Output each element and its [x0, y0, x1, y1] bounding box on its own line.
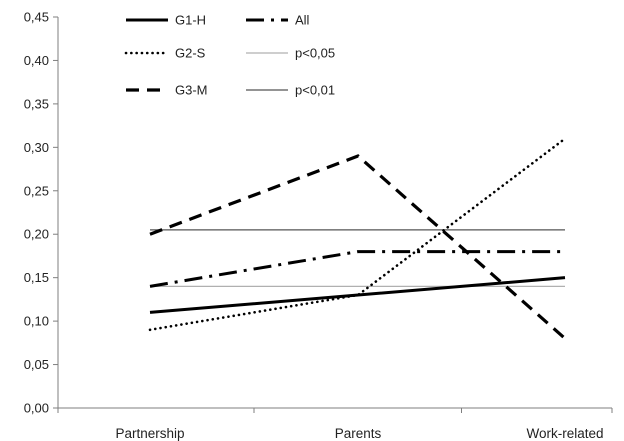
y-tick-label: 0,00: [24, 401, 49, 416]
series-line-g2-s: [148, 137, 567, 332]
legend-label: p<0,01: [295, 83, 335, 98]
y-tick-label: 0,40: [24, 53, 49, 68]
legend-label: G3-M: [175, 83, 208, 98]
y-tick-label: 0,25: [24, 183, 49, 198]
y-tick-label: 0,10: [24, 314, 49, 329]
legend-label: All: [295, 13, 310, 28]
y-tick-label: 0,35: [24, 96, 49, 111]
legend-label: p<0,05: [295, 46, 335, 61]
reference-lines: [150, 229, 565, 287]
series-lines: [148, 137, 567, 340]
y-tick-label: 0,05: [24, 357, 49, 372]
series-line-g3-m: [149, 154, 567, 340]
x-category-label: Partnership: [115, 426, 184, 441]
legend-label: G1-H: [175, 13, 206, 28]
legend: G1-H G2-S G3-M All p<0,05 p<0,01: [124, 13, 335, 98]
y-tick-label: 0,30: [24, 140, 49, 155]
x-category-label: Parents: [335, 426, 382, 441]
axes: 0,00 0,05 0,10 0,15 0,20 0,25 0,30 0,35 0,40 0,45…: [24, 10, 613, 441]
y-tick-label: 0,15: [24, 270, 49, 285]
x-category-label: Work-related: [526, 426, 603, 441]
series-line-all: [149, 250, 565, 288]
y-tick-label: 0,20: [24, 227, 49, 242]
y-tick-label: 0,45: [24, 10, 49, 25]
series-line-g1-h: [149, 276, 566, 314]
legend-label: G2-S: [175, 46, 206, 61]
